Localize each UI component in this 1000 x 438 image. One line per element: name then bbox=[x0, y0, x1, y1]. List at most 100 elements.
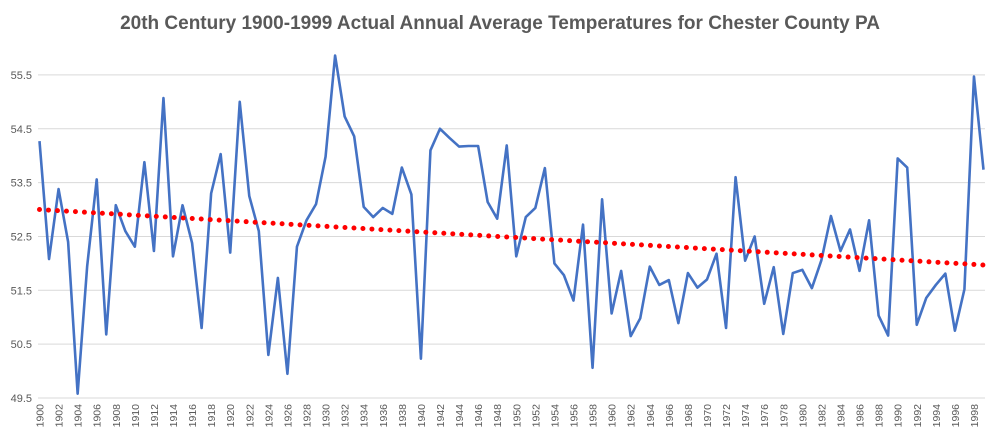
data-point bbox=[277, 277, 280, 280]
x-tick-label: 1928 bbox=[301, 404, 313, 428]
x-tick-label: 1982 bbox=[816, 404, 828, 428]
data-point bbox=[591, 367, 594, 370]
data-point bbox=[763, 302, 766, 305]
data-point bbox=[258, 230, 261, 233]
x-tick-label: 1978 bbox=[778, 404, 790, 428]
data-point bbox=[505, 144, 508, 147]
data-point bbox=[801, 269, 804, 272]
x-tick-label: 1956 bbox=[568, 404, 580, 428]
data-point bbox=[124, 230, 127, 233]
data-point bbox=[915, 323, 918, 326]
x-tick-label: 1988 bbox=[874, 404, 886, 428]
x-tick-label: 1958 bbox=[588, 404, 600, 428]
data-point bbox=[639, 317, 642, 320]
data-point bbox=[553, 262, 556, 265]
data-point bbox=[305, 219, 308, 222]
data-point bbox=[486, 201, 489, 204]
data-point bbox=[696, 286, 699, 289]
data-point bbox=[753, 235, 756, 238]
data-point bbox=[858, 270, 861, 273]
data-point bbox=[925, 297, 928, 300]
data-point bbox=[944, 272, 947, 275]
data-point bbox=[86, 265, 89, 268]
data-point bbox=[868, 219, 871, 222]
y-tick-label: 53.5 bbox=[11, 178, 32, 190]
data-point bbox=[420, 357, 423, 360]
data-point bbox=[439, 127, 442, 130]
data-point bbox=[725, 327, 728, 330]
data-point bbox=[76, 392, 79, 395]
x-tick-label: 1906 bbox=[92, 404, 104, 428]
gridlines bbox=[38, 74, 985, 399]
data-point bbox=[811, 287, 814, 290]
data-point bbox=[410, 193, 413, 196]
x-tick-label: 1952 bbox=[530, 404, 542, 428]
x-tick-label: 1944 bbox=[454, 404, 466, 428]
data-point bbox=[334, 54, 337, 57]
x-tick-label: 1924 bbox=[263, 404, 275, 428]
y-tick-label: 49.5 bbox=[11, 393, 32, 405]
x-tick-label: 1920 bbox=[225, 404, 237, 428]
data-point bbox=[172, 255, 175, 258]
x-tick-label: 1908 bbox=[111, 404, 123, 428]
data-point bbox=[658, 284, 661, 287]
x-tick-label: 1992 bbox=[912, 404, 924, 428]
data-point bbox=[381, 207, 384, 210]
x-tick-label: 1946 bbox=[473, 404, 485, 428]
data-point bbox=[572, 299, 575, 302]
trend-line bbox=[37, 207, 986, 268]
data-point bbox=[620, 270, 623, 273]
data-point bbox=[448, 137, 451, 140]
data-point bbox=[372, 216, 375, 219]
data-point bbox=[229, 251, 232, 254]
data-point bbox=[782, 333, 785, 336]
data-point bbox=[954, 329, 957, 332]
x-tick-label: 1986 bbox=[855, 404, 867, 428]
x-tick-label: 1940 bbox=[416, 404, 428, 428]
x-tick-label: 1936 bbox=[378, 404, 390, 428]
x-tick-label: 1922 bbox=[244, 404, 256, 428]
data-point bbox=[601, 198, 604, 201]
x-tick-label: 1902 bbox=[54, 404, 66, 428]
x-tick-label: 1932 bbox=[340, 404, 352, 428]
y-tick-label: 51.5 bbox=[11, 285, 32, 297]
series bbox=[37, 54, 986, 395]
data-point bbox=[67, 241, 70, 244]
data-point bbox=[191, 242, 194, 245]
data-point bbox=[668, 279, 671, 282]
data-point bbox=[401, 166, 404, 169]
data-point bbox=[677, 322, 680, 325]
y-tick-label: 54.5 bbox=[11, 124, 32, 136]
data-point bbox=[238, 101, 241, 104]
x-tick-label: 1950 bbox=[511, 404, 523, 428]
x-tick-label: 1984 bbox=[835, 404, 847, 428]
data-point bbox=[57, 188, 60, 191]
data-point bbox=[906, 166, 909, 169]
x-tick-label: 1968 bbox=[683, 404, 695, 428]
data-point bbox=[429, 149, 432, 152]
x-tick-label: 1926 bbox=[282, 404, 294, 428]
data-point bbox=[296, 245, 299, 248]
data-point bbox=[38, 140, 41, 143]
data-point bbox=[315, 203, 318, 206]
x-tick-label: 1966 bbox=[664, 404, 676, 428]
data-point bbox=[467, 145, 470, 148]
temperature-series-line bbox=[38, 54, 985, 395]
data-point bbox=[515, 255, 518, 258]
chart-title: 20th Century 1900-1999 Actual Annual Ave… bbox=[120, 13, 880, 34]
x-tick-label: 1934 bbox=[359, 404, 371, 428]
x-tick-label: 1916 bbox=[187, 404, 199, 428]
data-point bbox=[210, 192, 213, 195]
data-point bbox=[935, 284, 938, 287]
x-tick-label: 1910 bbox=[130, 404, 142, 428]
x-tick-label: 1954 bbox=[549, 404, 561, 428]
data-point bbox=[353, 135, 356, 138]
data-point bbox=[162, 97, 165, 100]
data-point bbox=[610, 312, 613, 315]
x-tick-label: 1930 bbox=[321, 404, 333, 428]
data-point bbox=[877, 314, 880, 317]
data-point bbox=[839, 250, 842, 253]
data-point bbox=[887, 334, 890, 337]
data-point bbox=[715, 252, 718, 255]
